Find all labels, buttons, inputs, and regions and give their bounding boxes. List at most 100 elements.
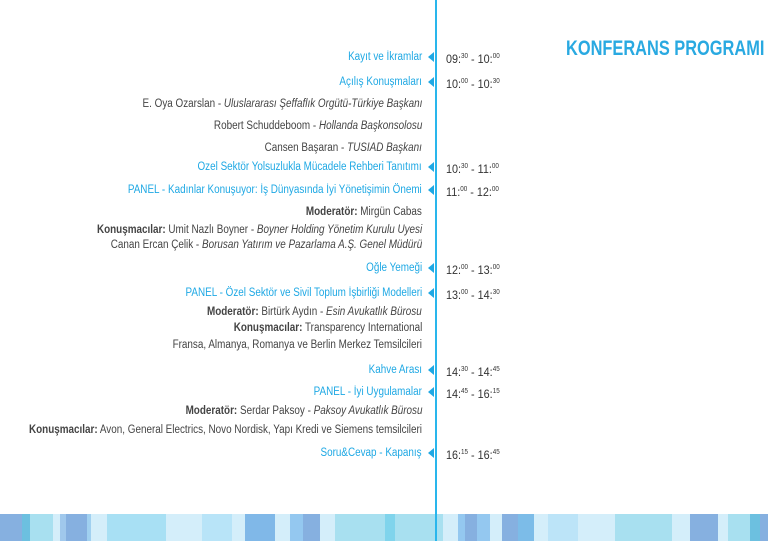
speaker-role: Uluslararası Şeffaflık Örgütü-Türkiye Ba… bbox=[223, 98, 422, 110]
session-label: Kahve Arası bbox=[368, 364, 422, 376]
detail-text: Transparency International bbox=[304, 322, 422, 334]
decorative-stripe-band bbox=[0, 514, 768, 541]
session-label: Soru&Cevap - Kapanış bbox=[320, 447, 422, 459]
timeline-marker-icon bbox=[428, 387, 434, 397]
session-time: 09:30 - 10:00 bbox=[446, 52, 500, 66]
time-part: 12 bbox=[446, 263, 459, 277]
session-time: 16:15 - 16:45 bbox=[446, 448, 500, 462]
session-time: 10:00 - 10:30 bbox=[446, 77, 500, 91]
time-part: 16 bbox=[446, 448, 459, 462]
session-title: Soru&Cevap - Kapanış bbox=[321, 445, 422, 461]
time-part: 30 bbox=[461, 163, 469, 170]
timeline-marker-icon bbox=[428, 365, 434, 375]
time-part: 30 bbox=[492, 78, 500, 85]
speaker-name: Robert Schuddeboom bbox=[213, 120, 310, 132]
stripe bbox=[518, 514, 534, 541]
detail-text: Ümit Nazlı Boyner - bbox=[168, 224, 257, 236]
stripe bbox=[107, 514, 166, 541]
detail-heading: Moderatör: bbox=[207, 306, 259, 318]
timeline-marker-icon bbox=[428, 162, 434, 172]
timeline-marker-icon bbox=[428, 77, 434, 87]
session-time: 11:00 - 12:00 bbox=[446, 185, 499, 199]
session-time: 10:30 - 11:00 bbox=[446, 162, 499, 176]
speaker-role: Hollanda Başkonsolosu bbox=[318, 120, 422, 132]
time-part: 00 bbox=[461, 264, 469, 271]
detail-heading: Konuşmacılar: bbox=[28, 424, 98, 436]
session-label: Açılış Konuşmaları bbox=[339, 76, 422, 88]
speaker-name: Cansen Başaran bbox=[264, 142, 339, 154]
session-title: PANEL - Kadınlar Konuşuyor: İş Dünyasınd… bbox=[128, 182, 422, 198]
stripe bbox=[465, 514, 477, 541]
stripe bbox=[290, 514, 303, 541]
time-part: 14 bbox=[477, 365, 490, 379]
session-title: Öğle Yemeği bbox=[366, 260, 422, 276]
time-part: 45 bbox=[461, 388, 469, 395]
time-part: 00 bbox=[491, 186, 499, 193]
stripe bbox=[87, 514, 91, 541]
session-detail: Moderatör: Serdar Paksoy - Paksoy Avukat… bbox=[185, 403, 422, 419]
time-part: 15 bbox=[492, 388, 500, 395]
time-part: 09 bbox=[446, 52, 459, 66]
stripe bbox=[30, 514, 53, 541]
stripe bbox=[245, 514, 275, 541]
detail-heading: Konuşmacılar: bbox=[233, 322, 303, 334]
session-title: Özel Sektör Yolsuzlukla Mücadele Rehberi… bbox=[198, 159, 422, 175]
stripe bbox=[548, 514, 578, 541]
session-label: Kayıt ve İkramlar bbox=[347, 51, 422, 63]
stripe bbox=[202, 514, 232, 541]
time-part: 16 bbox=[477, 387, 490, 401]
time-part: 10 bbox=[446, 162, 459, 176]
stripe bbox=[303, 514, 320, 541]
detail-text: Mirgün Cabas bbox=[360, 206, 422, 218]
session-detail: Moderatör: Birtürk Aydın - Esin Avukatlı… bbox=[207, 304, 422, 320]
detail-text: Serdar Paksoy - bbox=[239, 405, 314, 417]
stripe bbox=[22, 514, 30, 541]
session-label: PANEL - İyi Uygulamalar bbox=[313, 386, 422, 398]
page-title: KONFERANS PROGRAMI bbox=[566, 37, 765, 60]
time-part: 14 bbox=[446, 365, 459, 379]
stripe bbox=[60, 514, 66, 541]
time-part: 14 bbox=[446, 387, 459, 401]
time-part: 00 bbox=[492, 264, 500, 271]
stripe bbox=[0, 514, 22, 541]
session-detail: Konuşmacılar: Transparency International bbox=[233, 320, 422, 336]
time-part: 12 bbox=[476, 185, 489, 199]
session-time: 14:30 - 14:45 bbox=[446, 365, 500, 379]
time-part: 30 bbox=[461, 366, 469, 373]
timeline-marker-icon bbox=[428, 263, 434, 273]
session-title: Açılış Konuşmaları bbox=[340, 74, 422, 90]
session-title: PANEL - Özel Sektör ve Sivil Toplum İşbi… bbox=[185, 285, 422, 301]
stripe bbox=[750, 514, 760, 541]
speaker-name: E. Oya Özarslan bbox=[142, 98, 215, 110]
session-time: 14:45 - 16:15 bbox=[446, 387, 500, 401]
detail-heading: Moderatör: bbox=[306, 206, 358, 218]
stripe bbox=[385, 514, 395, 541]
detail-text: Birtürk Aydın - bbox=[261, 306, 327, 318]
session-label: PANEL - Özel Sektör ve Sivil Toplum İşbi… bbox=[185, 287, 422, 299]
session-detail: Konuşmacılar: Avon, General Electrics, N… bbox=[29, 422, 422, 438]
time-part: 10 bbox=[477, 77, 490, 91]
session-time: 13:00 - 14:30 bbox=[446, 288, 500, 302]
timeline-marker-icon bbox=[428, 448, 434, 458]
stripe bbox=[477, 514, 490, 541]
stripe bbox=[615, 514, 672, 541]
session-title: Kayıt ve İkramlar bbox=[348, 49, 422, 65]
time-part: 00 bbox=[461, 78, 469, 85]
session-detail: Robert Schuddeboom - Hollanda Başkonsolo… bbox=[213, 120, 422, 132]
time-part: 15 bbox=[461, 449, 469, 456]
time-part: 30 bbox=[492, 289, 500, 296]
time-part: 10 bbox=[446, 77, 459, 91]
session-detail: Fransa, Almanya, Romanya ve Berlin Merke… bbox=[173, 337, 422, 353]
time-part: 45 bbox=[492, 449, 500, 456]
time-part: 11 bbox=[477, 162, 489, 176]
time-part: 00 bbox=[461, 289, 469, 296]
speaker-role: Paksoy Avukatlık Bürosu bbox=[313, 405, 422, 417]
stripe bbox=[690, 514, 718, 541]
stripe bbox=[66, 514, 87, 541]
timeline-marker-icon bbox=[428, 185, 434, 195]
speaker-role: Boyner Holding Yönetim Kurulu Üyesi bbox=[256, 224, 422, 236]
detail-heading: Moderatör: bbox=[185, 405, 237, 417]
session-detail: Konuşmacılar: Ümit Nazlı Boyner - Boyner… bbox=[97, 222, 422, 238]
detail-text: Fransa, Almanya, Romanya ve Berlin Merke… bbox=[172, 339, 422, 351]
timeline-marker-icon bbox=[428, 288, 434, 298]
